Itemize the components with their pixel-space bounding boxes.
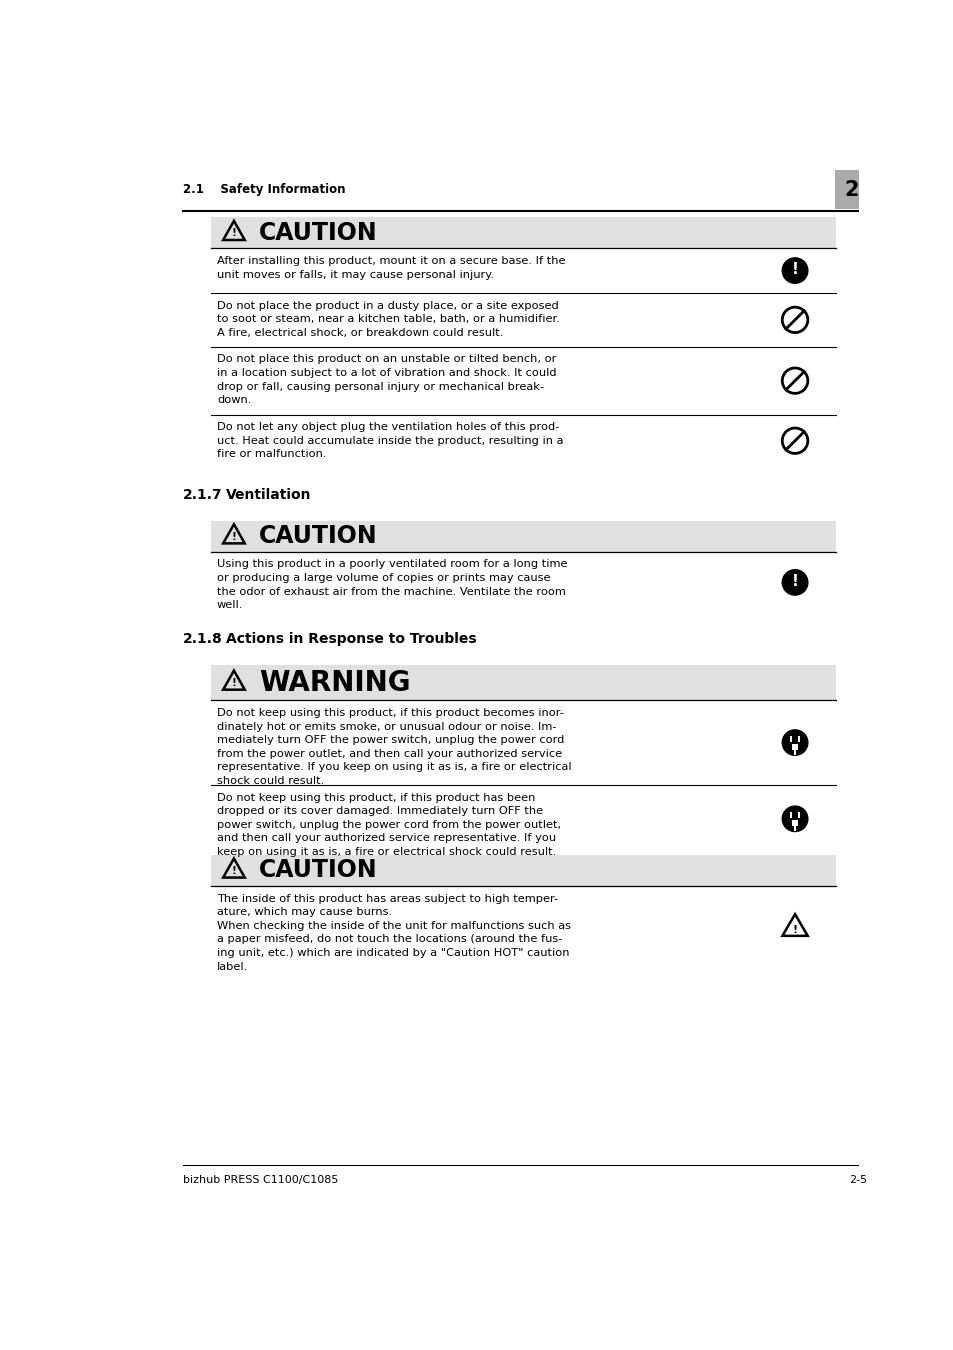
Circle shape [781,258,807,284]
Text: 2-5: 2-5 [848,1174,866,1185]
FancyBboxPatch shape [791,744,797,751]
Text: !: ! [232,532,236,541]
Text: 2.1.8: 2.1.8 [183,632,222,647]
Text: !: ! [792,925,797,934]
Text: !: ! [791,574,798,590]
Text: Do not keep using this product, if this product becomes inor-
dinately hot or em: Do not keep using this product, if this … [216,707,571,786]
Text: bizhub PRESS C1100/C1085: bizhub PRESS C1100/C1085 [183,1174,337,1185]
Text: After installing this product, mount it on a secure base. If the
unit moves or f: After installing this product, mount it … [216,256,565,279]
Text: The inside of this product has areas subject to high temper-
ature, which may ca: The inside of this product has areas sub… [216,894,570,972]
Text: Do not place this product on an unstable or tilted bench, or
in a location subje: Do not place this product on an unstable… [216,355,556,405]
Text: 2.1.7: 2.1.7 [183,489,222,502]
Text: CAUTION: CAUTION [258,524,377,548]
Text: !: ! [232,865,236,876]
Text: Using this product in a poorly ventilated room for a long time
or producing a la: Using this product in a poorly ventilate… [216,559,567,610]
FancyBboxPatch shape [789,736,791,742]
Text: !: ! [232,678,236,688]
FancyBboxPatch shape [797,813,800,818]
Text: Do not let any object plug the ventilation holes of this prod-
uct. Heat could a: Do not let any object plug the ventilati… [216,423,563,459]
FancyBboxPatch shape [211,664,835,701]
Circle shape [781,570,807,595]
Text: 2.1    Safety Information: 2.1 Safety Information [183,184,345,196]
FancyBboxPatch shape [789,813,791,818]
FancyBboxPatch shape [211,855,835,886]
Text: Ventilation: Ventilation [226,489,312,502]
Circle shape [781,730,807,755]
Text: WARNING: WARNING [258,668,410,697]
Text: CAUTION: CAUTION [258,221,377,244]
Text: Actions in Response to Troubles: Actions in Response to Troubles [226,632,476,647]
FancyBboxPatch shape [791,819,797,826]
Text: CAUTION: CAUTION [258,859,377,883]
Text: 2: 2 [843,180,858,200]
FancyBboxPatch shape [211,521,835,552]
Text: Do not keep using this product, if this product has been
dropped or its cover da: Do not keep using this product, if this … [216,792,560,857]
FancyBboxPatch shape [211,217,835,248]
Text: !: ! [791,262,798,278]
FancyBboxPatch shape [835,170,865,209]
Circle shape [781,806,807,832]
Text: Do not place the product in a dusty place, or a site exposed
to soot or steam, n: Do not place the product in a dusty plac… [216,301,559,338]
Text: !: ! [232,228,236,239]
FancyBboxPatch shape [797,736,800,742]
